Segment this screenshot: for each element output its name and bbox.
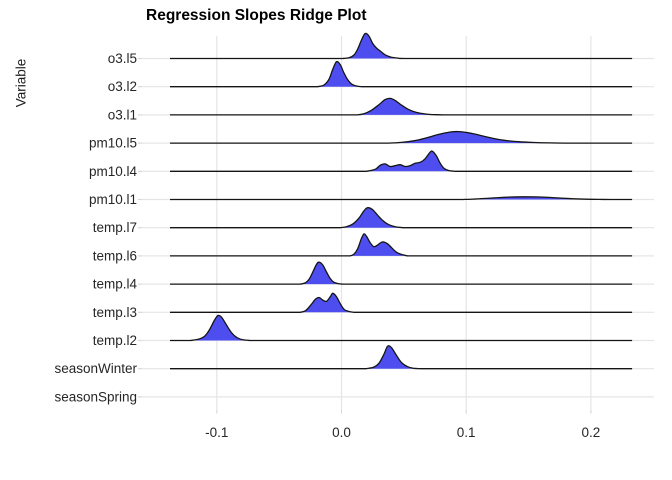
x-tick-label-0.0: 0.0 bbox=[332, 425, 351, 440]
density-line-temp.l7 bbox=[170, 207, 633, 229]
density-line-pm10.l5 bbox=[170, 130, 633, 144]
density-line-seasonWinter bbox=[170, 345, 633, 370]
density-fill-pm10.l5 bbox=[388, 131, 566, 144]
plot-title: Regression Slopes Ridge Plot bbox=[146, 7, 367, 24]
y-tick-label-seasonSpring: seasonSpring bbox=[54, 389, 137, 404]
density-fill-o3.l1 bbox=[356, 98, 444, 115]
x-tick-label-0.2: 0.2 bbox=[582, 425, 601, 440]
y-tick-label-temp.l2: temp.l2 bbox=[93, 333, 137, 348]
density-line-temp.l6 bbox=[170, 233, 633, 257]
y-tick-label-o3.l1: o3.l1 bbox=[108, 107, 137, 122]
density-line-pm10.l1 bbox=[170, 196, 633, 201]
y-tick-label-pm10.l5: pm10.l5 bbox=[89, 136, 137, 151]
density-line-temp.l3 bbox=[170, 292, 633, 313]
density-line-o3.l5 bbox=[170, 32, 633, 60]
density-line-temp.l2 bbox=[170, 314, 633, 342]
y-tick-label-temp.l7: temp.l7 bbox=[93, 220, 137, 235]
density-fill-temp.l7 bbox=[340, 207, 403, 228]
density-line-o3.l2 bbox=[170, 60, 633, 88]
y-tick-label-o3.l5: o3.l5 bbox=[108, 51, 137, 66]
y-tick-label-temp.l4: temp.l4 bbox=[93, 277, 138, 292]
y-tick-label-temp.l6: temp.l6 bbox=[93, 248, 137, 263]
density-line-temp.l4 bbox=[170, 261, 633, 285]
y-tick-label-o3.l2: o3.l2 bbox=[108, 79, 137, 94]
x-tick-label--0.1: -0.1 bbox=[205, 425, 228, 440]
y-axis-title-label: Variable bbox=[13, 58, 29, 108]
y-tick-label-temp.l3: temp.l3 bbox=[93, 305, 137, 320]
density-fill-temp.l3 bbox=[300, 293, 354, 313]
y-tick-label-pm10.l1: pm10.l1 bbox=[89, 192, 137, 207]
x-tick-label-0.1: 0.1 bbox=[457, 425, 476, 440]
density-fill-o3.l2 bbox=[317, 61, 362, 87]
density-line-pm10.l4 bbox=[170, 150, 633, 172]
y-tick-label-pm10.l4: pm10.l4 bbox=[89, 164, 138, 179]
density-fill-temp.l4 bbox=[300, 262, 343, 285]
density-fill-temp.l2 bbox=[190, 315, 251, 341]
density-line-o3.l1 bbox=[170, 97, 633, 116]
density-fill-pm10.l4 bbox=[366, 151, 455, 172]
y-tick-label-seasonWinter: seasonWinter bbox=[54, 361, 137, 376]
